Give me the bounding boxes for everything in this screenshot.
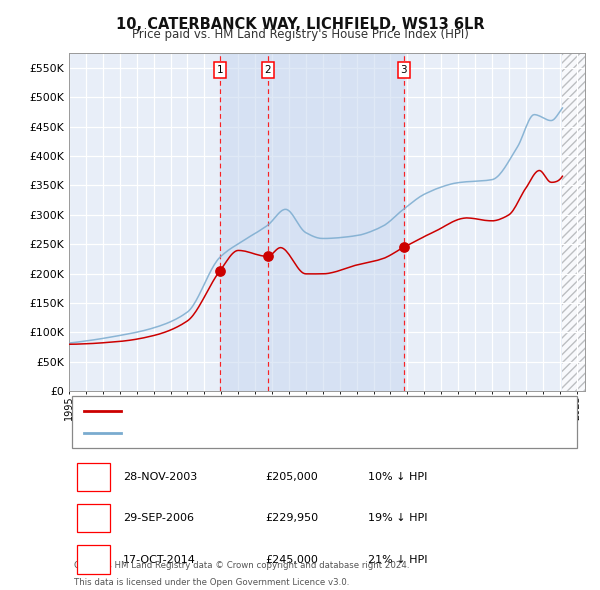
Text: 10% ↓ HPI: 10% ↓ HPI: [368, 472, 428, 482]
Text: HPI: Average price, detached house, Lichfield: HPI: Average price, detached house, Lich…: [128, 428, 365, 438]
Text: 1: 1: [217, 65, 223, 75]
Text: £229,950: £229,950: [265, 513, 318, 523]
Text: 17-OCT-2014: 17-OCT-2014: [123, 555, 196, 565]
Text: 28-NOV-2003: 28-NOV-2003: [123, 472, 197, 482]
Text: 3: 3: [90, 555, 97, 565]
FancyBboxPatch shape: [77, 463, 110, 491]
Text: £205,000: £205,000: [265, 472, 318, 482]
Text: Contains HM Land Registry data © Crown copyright and database right 2024.: Contains HM Land Registry data © Crown c…: [74, 561, 410, 571]
Point: [215, 266, 224, 276]
Text: This data is licensed under the Open Government Licence v3.0.: This data is licensed under the Open Gov…: [74, 578, 350, 587]
Bar: [562, 53, 585, 391]
Text: Price paid vs. HM Land Registry's House Price Index (HPI): Price paid vs. HM Land Registry's House …: [131, 28, 469, 41]
Text: 2: 2: [265, 65, 271, 75]
FancyBboxPatch shape: [77, 546, 110, 573]
Text: 10, CATERBANCK WAY, LICHFIELD, WS13 6LR: 10, CATERBANCK WAY, LICHFIELD, WS13 6LR: [116, 17, 484, 31]
Text: 29-SEP-2006: 29-SEP-2006: [123, 513, 194, 523]
Text: 2: 2: [90, 513, 97, 523]
Point: [399, 242, 409, 252]
Point: [263, 251, 272, 261]
Text: 3: 3: [400, 65, 407, 75]
Text: 21% ↓ HPI: 21% ↓ HPI: [368, 555, 428, 565]
Text: 1: 1: [90, 472, 97, 482]
Text: 19% ↓ HPI: 19% ↓ HPI: [368, 513, 428, 523]
Text: 10, CATERBANCK WAY, LICHFIELD, WS13 6LR (detached house): 10, CATERBANCK WAY, LICHFIELD, WS13 6LR …: [128, 405, 457, 415]
Bar: [562, 53, 585, 391]
Text: £245,000: £245,000: [265, 555, 318, 565]
FancyBboxPatch shape: [71, 396, 577, 448]
Bar: [220, 53, 404, 391]
FancyBboxPatch shape: [77, 504, 110, 532]
